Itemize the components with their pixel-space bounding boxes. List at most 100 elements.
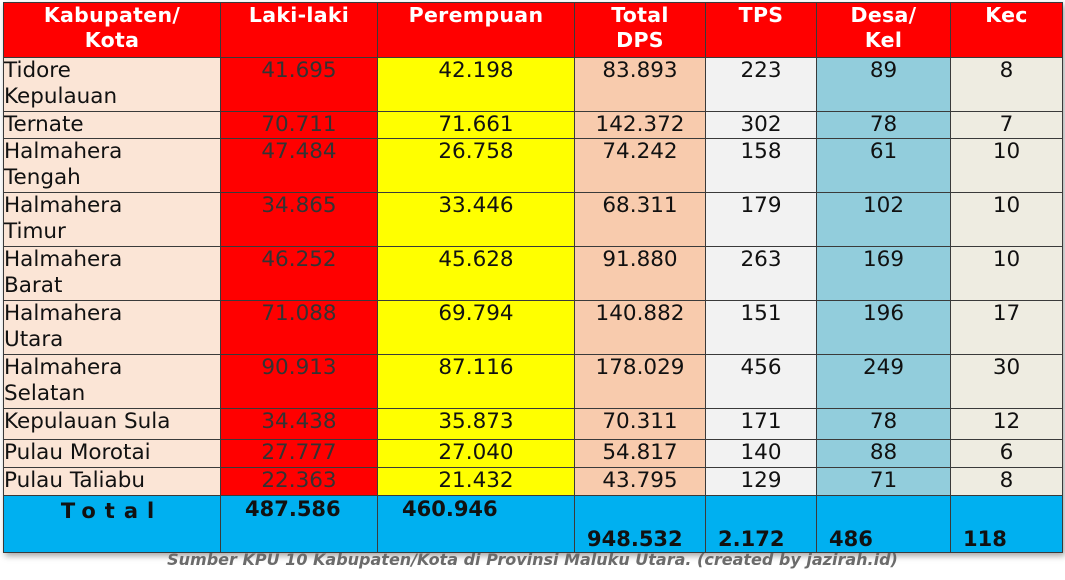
cell-tps: 129: [705, 467, 817, 496]
header-kec: Kec: [950, 2, 1063, 58]
name-line1: Ternate: [4, 112, 84, 138]
header-tps: TPS: [705, 2, 817, 58]
cell-total-dps: 140.882: [574, 300, 706, 355]
name-line2: Tengah: [4, 165, 81, 190]
cell-tps: 223: [705, 57, 817, 112]
table-row: Halmahera Utara 71.088 69.794 140.882 151…: [3, 300, 1063, 355]
cell-kabupaten: Halmahera Barat: [3, 246, 221, 301]
name-line2: Kepulauan: [4, 84, 118, 109]
cell-perempuan: 33.446: [377, 192, 575, 247]
name-line1: Pulau Taliabu: [4, 468, 145, 494]
cell-total-dps: 178.029: [574, 354, 706, 409]
cell-perempuan: 69.794: [377, 300, 575, 355]
cell-laki: 27.777: [220, 439, 378, 468]
table-row: Halmahera Selatan 90.913 87.116 178.029 4…: [3, 354, 1063, 409]
cell-desa: 249: [816, 354, 951, 409]
cell-total-dps: 70.311: [574, 408, 706, 440]
cell-kec: 6: [950, 439, 1063, 468]
cell-laki: 46.252: [220, 246, 378, 301]
table-row: Kepulauan Sula 34.438 35.873 70.311 171 …: [3, 408, 1063, 440]
header-total-line1: Total: [611, 3, 669, 28]
cell-laki: 34.438: [220, 408, 378, 440]
cell-kec: 12: [950, 408, 1063, 440]
cell-total-dps: 74.242: [574, 138, 706, 193]
name-line1: Halmahera: [4, 139, 123, 165]
header-desa-line2: Kel: [864, 28, 903, 52]
cell-kabupaten: Tidore Kepulauan: [3, 57, 221, 112]
table-row: Ternate 70.711 71.661 142.372 302 78 7: [3, 111, 1063, 139]
cell-kec: 30: [950, 354, 1063, 409]
header-desa: Desa/Kel: [816, 2, 951, 58]
cell-desa: 61: [816, 138, 951, 193]
table-row: Halmahera Timur 34.865 33.446 68.311 179 …: [3, 192, 1063, 247]
cell-total-dps: 91.880: [574, 246, 706, 301]
name-line2: Selatan: [4, 381, 86, 406]
cell-tps: 179: [705, 192, 817, 247]
table-row: Halmahera Barat 46.252 45.628 91.880 263 …: [3, 246, 1063, 301]
cell-kec: 10: [950, 246, 1063, 301]
table-row: Halmahera Tengah 47.484 26.758 74.242 158…: [3, 138, 1063, 193]
cell-kabupaten: Halmahera Selatan: [3, 354, 221, 409]
total-dps: 948.532: [574, 495, 706, 553]
cell-kabupaten: Pulau Taliabu: [3, 467, 221, 496]
total-row: Total 487.586 460.946 948.532 2.172 486 …: [3, 495, 1063, 553]
header-row: Kabupaten/Kota Laki-laki Perempuan Total…: [3, 2, 1063, 58]
total-tps: 2.172: [705, 495, 817, 553]
header-perempuan: Perempuan: [377, 2, 575, 58]
cell-perempuan: 45.628: [377, 246, 575, 301]
cell-tps: 456: [705, 354, 817, 409]
cell-total-dps: 54.817: [574, 439, 706, 468]
cell-tps: 140: [705, 439, 817, 468]
cell-laki: 47.484: [220, 138, 378, 193]
cell-total-dps: 142.372: [574, 111, 706, 139]
total-label: Total: [3, 495, 221, 553]
cell-kec: 8: [950, 57, 1063, 112]
cell-laki: 34.865: [220, 192, 378, 247]
cell-kec: 7: [950, 111, 1063, 139]
header-laki: Laki-laki: [220, 2, 378, 58]
cell-kabupaten: Kepulauan Sula: [3, 408, 221, 440]
cell-desa: 78: [816, 111, 951, 139]
header-kabupaten: Kabupaten/Kota: [3, 2, 221, 58]
table-row: Pulau Morotai 27.777 27.040 54.817 140 8…: [3, 439, 1063, 468]
cell-laki: 41.695: [220, 57, 378, 112]
cell-total-dps: 68.311: [574, 192, 706, 247]
cell-kec: 8: [950, 467, 1063, 496]
cell-kabupaten: Ternate: [3, 111, 221, 139]
cell-tps: 171: [705, 408, 817, 440]
cell-kabupaten: Halmahera Utara: [3, 300, 221, 355]
table-row: Pulau Taliabu 22.363 21.432 43.795 129 7…: [3, 467, 1063, 496]
header-desa-line1: Desa/: [850, 3, 917, 28]
cell-desa: 169: [816, 246, 951, 301]
cell-total-dps: 43.795: [574, 467, 706, 496]
cell-perempuan: 71.661: [377, 111, 575, 139]
name-line1: Pulau Morotai: [4, 440, 151, 466]
cell-perempuan: 42.198: [377, 57, 575, 112]
cell-kabupaten: Halmahera Tengah: [3, 138, 221, 193]
cell-total-dps: 83.893: [574, 57, 706, 112]
cell-desa: 88: [816, 439, 951, 468]
name-line2: Utara: [4, 327, 64, 352]
total-desa: 486: [816, 495, 951, 553]
cell-perempuan: 26.758: [377, 138, 575, 193]
total-kec: 118: [950, 495, 1063, 553]
name-line1: Tidore: [4, 58, 71, 84]
name-line1: Halmahera: [4, 193, 123, 219]
dps-table: Kabupaten/Kota Laki-laki Perempuan Total…: [3, 2, 1063, 553]
cell-perempuan: 21.432: [377, 467, 575, 496]
cell-desa: 78: [816, 408, 951, 440]
cell-desa: 196: [816, 300, 951, 355]
cell-kabupaten: Halmahera Timur: [3, 192, 221, 247]
header-kabupaten-line1: Kabupaten/: [43, 3, 181, 28]
cell-laki: 70.711: [220, 111, 378, 139]
cell-perempuan: 35.873: [377, 408, 575, 440]
header-total-dps: Total DPS: [574, 2, 706, 58]
cell-tps: 158: [705, 138, 817, 193]
cell-laki: 22.363: [220, 467, 378, 496]
name-line2: Barat: [4, 273, 63, 298]
total-laki: 487.586: [220, 495, 378, 553]
header-kabupaten-line2: Kota: [84, 28, 140, 52]
cell-tps: 263: [705, 246, 817, 301]
cell-desa: 89: [816, 57, 951, 112]
